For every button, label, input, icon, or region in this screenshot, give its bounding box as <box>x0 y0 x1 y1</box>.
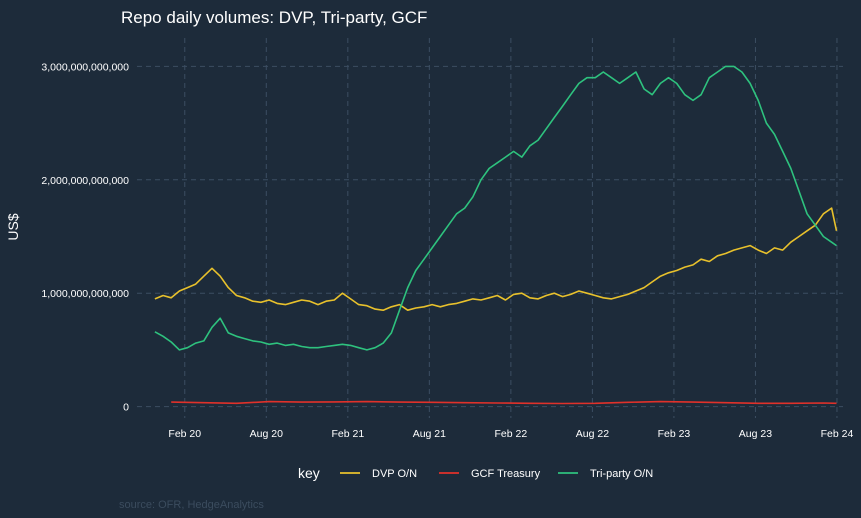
series-line-gcf-treasury <box>171 400 837 405</box>
series-lines <box>154 65 838 405</box>
x-tick-label-5: Aug 22 <box>576 428 609 440</box>
y-axis-ticks: 0 1,000,000,000,000 2,000,000,000,000 3,000… <box>41 61 129 413</box>
series-line-dvp-o-n <box>154 207 838 312</box>
grid-lines <box>137 38 843 418</box>
x-tick-label-4: Feb 22 <box>495 428 528 440</box>
y-tick-label-2: 2,000,000,000,000 <box>41 175 129 187</box>
y-tick-label-0: 0 <box>123 402 129 414</box>
y-tick-label-3: 3,000,000,000,000 <box>41 61 129 73</box>
legend-label-gcf-treasury: GCF Treasury <box>471 468 541 480</box>
x-tick-label-6: Feb 23 <box>658 428 691 440</box>
x-axis-ticks: Feb 20 Aug 20 Feb 21 Aug 21 Feb 22 Aug 22 Feb … <box>168 428 853 440</box>
x-tick-label-3: Aug 21 <box>413 428 446 440</box>
x-tick-label-8: Feb 24 <box>821 428 854 440</box>
x-tick-label-1: Aug 20 <box>250 428 283 440</box>
legend: key DVP O/N GCF Treasury Tri-party O/N <box>298 465 653 481</box>
legend-label-tri-party-o-n: Tri-party O/N <box>590 468 653 480</box>
legend-label-dvp-o-n: DVP O/N <box>372 468 417 480</box>
x-tick-label-7: Aug 23 <box>739 428 772 440</box>
x-tick-label-0: Feb 20 <box>168 428 201 440</box>
x-tick-label-2: Feb 21 <box>331 428 364 440</box>
series-line-tri-party-o-n <box>154 65 837 351</box>
legend-title: key <box>298 465 320 481</box>
y-axis-label: US$ <box>5 213 21 240</box>
chart-title: Repo daily volumes: DVP, Tri-party, GCF <box>121 8 427 27</box>
y-tick-label-1: 1,000,000,000,000 <box>41 288 129 300</box>
source-caption: source: OFR, HedgeAnalytics <box>119 499 264 511</box>
